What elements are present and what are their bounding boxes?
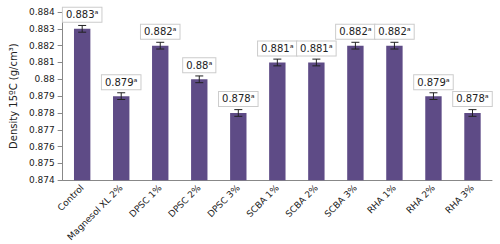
svg-text:0.879ᵃ: 0.879ᵃ: [417, 77, 450, 88]
svg-text:0.878ᵃ: 0.878ᵃ: [222, 93, 255, 104]
svg-text:0.883: 0.883: [29, 24, 55, 34]
svg-text:0.881: 0.881: [29, 57, 55, 67]
svg-text:RHA 3%: RHA 3%: [443, 182, 476, 215]
svg-text:0.875: 0.875: [29, 158, 55, 168]
svg-text:0.878ᵃ: 0.878ᵃ: [456, 93, 489, 104]
svg-text:SCBA 1%: SCBA 1%: [245, 182, 282, 219]
svg-text:0.881ᵃ: 0.881ᵃ: [300, 43, 333, 54]
svg-text:SCBA 3%: SCBA 3%: [323, 182, 360, 219]
svg-text:Control: Control: [56, 183, 86, 213]
svg-text:SCBA 2%: SCBA 2%: [284, 182, 321, 219]
svg-text:0.877: 0.877: [29, 125, 55, 135]
svg-text:0.88: 0.88: [35, 74, 55, 84]
svg-text:0.882ᵃ: 0.882ᵃ: [378, 26, 411, 37]
svg-text:0.884: 0.884: [29, 7, 55, 17]
svg-text:RHA 2%: RHA 2%: [404, 182, 437, 215]
svg-text:RHA 1%: RHA 1%: [365, 182, 398, 215]
svg-text:DPSC 3%: DPSC 3%: [205, 182, 242, 219]
svg-text:0.874: 0.874: [29, 175, 55, 185]
svg-text:0.882: 0.882: [29, 41, 55, 51]
svg-text:0.882ᵃ: 0.882ᵃ: [144, 26, 177, 37]
svg-text:0.876: 0.876: [29, 142, 55, 152]
svg-text:Magnesol XL 2%: Magnesol XL 2%: [65, 182, 125, 242]
svg-text:0.878: 0.878: [29, 108, 55, 118]
svg-text:0.879ᵃ: 0.879ᵃ: [105, 77, 138, 88]
svg-text:DPSC 1%: DPSC 1%: [127, 182, 164, 219]
svg-text:DPSC 2%: DPSC 2%: [166, 182, 203, 219]
svg-text:Density 15ºC (g/cm³): Density 15ºC (g/cm³): [8, 43, 19, 149]
svg-text:0.879: 0.879: [29, 91, 55, 101]
svg-text:0.88ᵃ: 0.88ᵃ: [186, 60, 212, 71]
svg-text:0.881ᵃ: 0.881ᵃ: [261, 43, 294, 54]
svg-text:0.883ᵃ: 0.883ᵃ: [66, 9, 99, 20]
svg-text:0.882ᵃ: 0.882ᵃ: [339, 26, 372, 37]
